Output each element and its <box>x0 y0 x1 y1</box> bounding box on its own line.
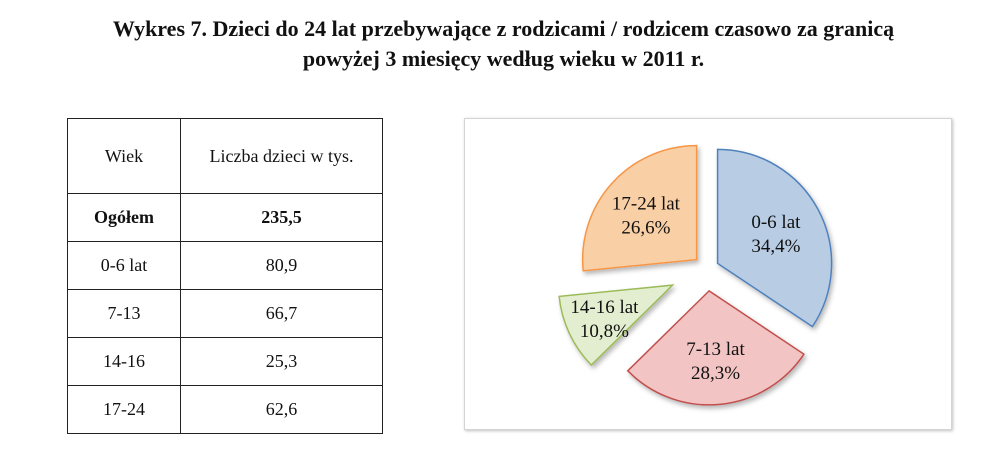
table-cell-value: 62,6 <box>180 385 383 434</box>
table-cell-age: 17-24 <box>67 385 181 434</box>
pie-slice-label: 7-13 lat 28,3% <box>686 339 745 384</box>
table-row: 14-16 25,3 <box>67 337 383 386</box>
chart-title-line-1: Wykres 7. Dzieci do 24 lat przebywające … <box>112 16 895 41</box>
table-header-row: Wiek Liczba dzieci w tys. <box>67 118 383 194</box>
table-cell-age: 7-13 <box>67 289 181 338</box>
table-cell-total-label: Ogółem <box>67 193 181 242</box>
chart-title-line-2: powyżej 3 miesięcy według wieku w 2011 r… <box>302 46 705 71</box>
pie-slice-label: 0-6 lat 34,4% <box>751 212 801 257</box>
data-table: Wiek Liczba dzieci w tys. Ogółem 235,5 0… <box>67 118 383 434</box>
table-cell-age: 0-6 lat <box>67 241 181 290</box>
table-cell-value: 66,7 <box>180 289 383 338</box>
table-header-age: Wiek <box>67 118 181 194</box>
chart-title: Wykres 7. Dzieci do 24 lat przebywające … <box>0 14 1007 74</box>
table-cell-age: 14-16 <box>67 337 181 386</box>
table-cell-value: 25,3 <box>180 337 383 386</box>
pie-chart-frame: 0-6 lat 34,4% 7-13 lat 28,3% 14-16 lat 10,8% 1… <box>464 118 952 430</box>
pie-slice-2 <box>626 289 805 406</box>
pie-slice-3 <box>558 284 675 367</box>
pie-slice-label: 17-24 lat 26,6% <box>612 194 681 239</box>
pie-chart: 0-6 lat 34,4% 7-13 lat 28,3% 14-16 lat 10,8% 1… <box>558 144 833 406</box>
pie-slice-1 <box>716 148 833 328</box>
pie-slice-label: 14-16 lat 10,8% <box>570 297 639 342</box>
table-cell-total-value: 235,5 <box>180 193 383 242</box>
pie-slice-4 <box>581 144 698 272</box>
table-row-total: Ogółem 235,5 <box>67 193 383 242</box>
table-header-count: Liczba dzieci w tys. <box>180 118 383 194</box>
table-row: 17-24 62,6 <box>67 385 383 434</box>
table-row: 7-13 66,7 <box>67 289 383 338</box>
table-row: 0-6 lat 80,9 <box>67 241 383 290</box>
table-cell-value: 80,9 <box>180 241 383 290</box>
